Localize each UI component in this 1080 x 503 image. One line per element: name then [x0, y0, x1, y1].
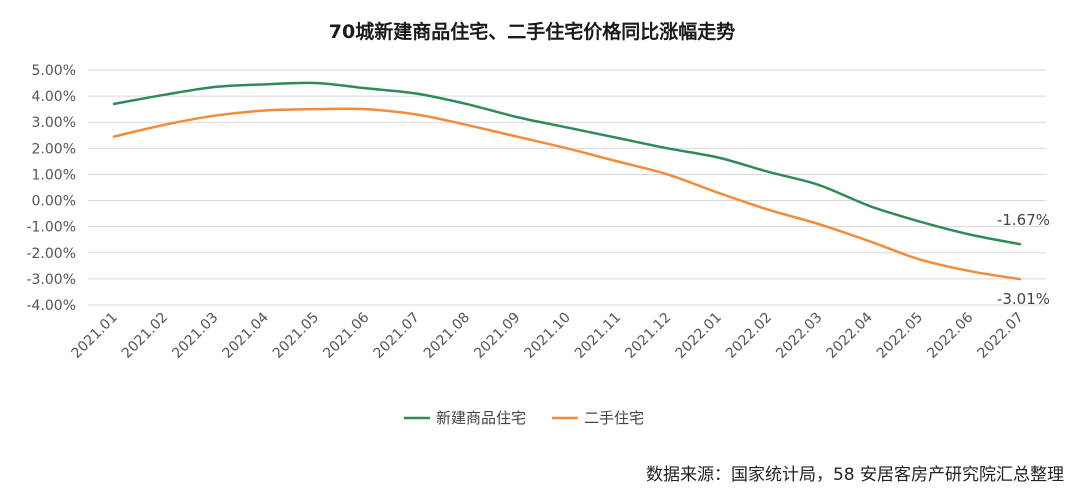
y-tick-label: -3.00% [26, 272, 76, 288]
x-tick-label: 2021.07 [371, 310, 423, 362]
y-tick-label: 1.00% [32, 167, 76, 183]
y-tick-label: 2.00% [32, 141, 76, 157]
x-tick-label: 2021.06 [320, 309, 372, 361]
y-tick-label: -4.00% [26, 298, 76, 314]
y-axis-ticks: 5.00% 4.00% 3.00% 2.00% 1.00% 0.00% -1.00% -2.0… [26, 63, 76, 314]
y-tick-label: 5.00% [32, 63, 76, 79]
legend-label: 二手住宅 [584, 409, 644, 427]
y-tick-label: -2.00% [26, 246, 76, 262]
x-tick-label: 2021.08 [421, 310, 473, 362]
x-tick-label: 2021.03 [169, 310, 221, 362]
y-tick-label: -1.00% [26, 220, 76, 236]
series-line [112, 81, 1022, 246]
y-tick-label: 3.00% [32, 115, 76, 131]
x-tick-label: 2021.02 [119, 310, 171, 362]
end-value-labels: -1.67% -3.01% [997, 211, 1050, 308]
x-tick-label: 2022.01 [673, 310, 725, 362]
y-tick-label: 4.00% [32, 89, 76, 105]
data-label: -1.67% [997, 211, 1050, 229]
x-tick-label: 2022.06 [924, 309, 976, 361]
gridlines [88, 69, 1046, 306]
series-line [112, 107, 1022, 281]
legend: 新建商品住宅 二手住宅 [404, 409, 644, 427]
x-tick-label: 2021.04 [220, 309, 272, 361]
x-tick-label: 2021.11 [572, 310, 624, 362]
series-lines [112, 81, 1022, 281]
chart-title: 70城新建商品住宅、二手住宅价格同比涨幅走势 [329, 20, 735, 43]
x-tick-label: 2022.02 [723, 310, 775, 362]
x-tick-label: 2021.01 [69, 310, 121, 362]
x-tick-label: 2021.05 [270, 310, 322, 362]
x-tick-label: 2022.04 [824, 309, 876, 361]
source-note: 数据来源：国家统计局，58 安居客房产研究院汇总整理 [646, 465, 1064, 485]
x-tick-label: 2022.07 [975, 310, 1027, 362]
x-tick-label: 2022.03 [773, 310, 825, 362]
data-label: -3.01% [997, 290, 1050, 308]
y-tick-label: 0.00% [32, 194, 76, 210]
x-tick-label: 2021.09 [471, 310, 523, 362]
x-tick-label: 2021.12 [622, 310, 674, 362]
x-axis-ticks: 2021.012021.022021.032021.042021.052021.… [69, 309, 1027, 361]
x-tick-label: 2022.05 [874, 310, 926, 362]
x-tick-label: 2021.10 [522, 310, 574, 362]
legend-label: 新建商品住宅 [436, 409, 526, 427]
